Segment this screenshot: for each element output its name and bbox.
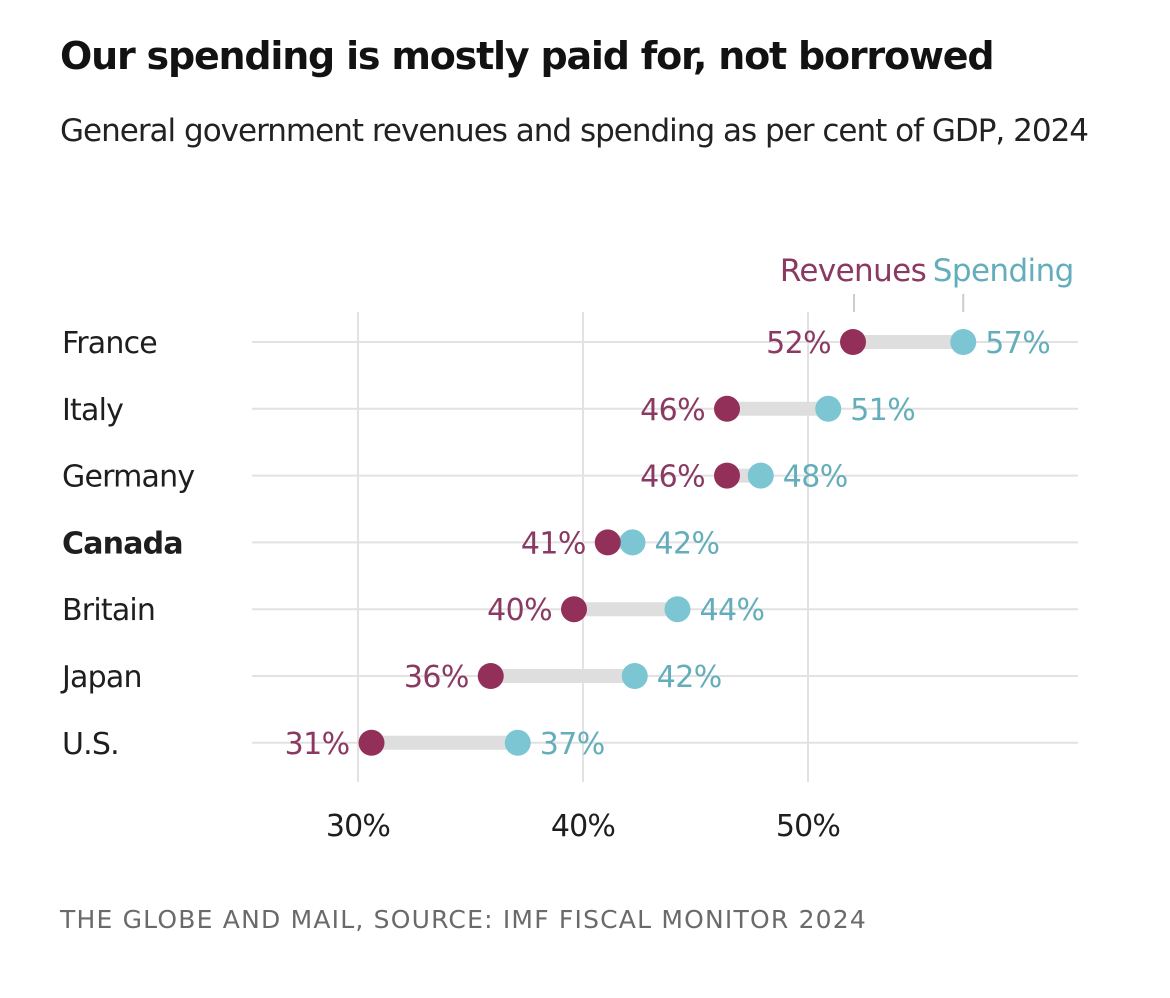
spending-dot bbox=[815, 395, 842, 422]
revenue-value-label: 46% bbox=[640, 393, 705, 428]
chart-title: Our spending is mostly paid for, not bor… bbox=[60, 34, 995, 78]
spending-dot bbox=[621, 663, 648, 689]
dots bbox=[358, 329, 977, 756]
legend: Revenues Spending bbox=[780, 253, 1074, 312]
spending-value-label: 42% bbox=[655, 526, 720, 561]
revenue-value-label: 52% bbox=[766, 326, 831, 361]
revenue-dot bbox=[561, 596, 587, 623]
revenue-dot bbox=[714, 395, 740, 422]
chart-subtitle: General government revenues and spending… bbox=[60, 113, 1089, 149]
spending-dot bbox=[619, 529, 646, 556]
spending-value-label: 42% bbox=[657, 660, 722, 695]
revenue-value-label: 31% bbox=[285, 727, 350, 762]
spending-dot bbox=[950, 329, 977, 355]
x-axis-tick-labels: 30% 40% 50% bbox=[326, 809, 841, 844]
revenue-dot bbox=[358, 729, 385, 756]
category-label: U.S. bbox=[62, 727, 119, 762]
revenue-value-label: 40% bbox=[487, 593, 552, 628]
vertical-gridlines bbox=[357, 312, 809, 782]
spending-value-label: 51% bbox=[850, 393, 915, 428]
category-label: France bbox=[62, 326, 157, 361]
category-label: Italy bbox=[62, 393, 123, 428]
spending-value-label: 48% bbox=[783, 460, 848, 495]
category-label: Japan bbox=[60, 660, 142, 695]
revenue-dot bbox=[477, 663, 504, 689]
revenue-dot bbox=[594, 529, 621, 556]
category-label: Germany bbox=[62, 460, 194, 495]
x-tick-label: 30% bbox=[326, 809, 390, 844]
category-labels: France Italy Germany Canada Britain Japan U.S. bbox=[60, 326, 195, 762]
legend-spending: Spending bbox=[933, 253, 1074, 289]
value-labels: 52% 57% 46% 51% 46% 48% 41% 42% 40% 44% 36% 42% 31% 3… bbox=[285, 326, 1051, 762]
spending-value-label: 57% bbox=[985, 326, 1050, 361]
revenue-value-label: 46% bbox=[640, 460, 705, 495]
spending-dot bbox=[504, 729, 531, 756]
category-label: Britain bbox=[62, 593, 155, 628]
revenue-dot bbox=[840, 329, 866, 355]
x-tick-label: 50% bbox=[776, 809, 840, 844]
category-label: Canada bbox=[62, 526, 183, 561]
spending-value-label: 37% bbox=[540, 727, 605, 762]
spending-value-label: 44% bbox=[700, 593, 765, 628]
revenue-dot bbox=[714, 462, 740, 489]
spending-dot bbox=[664, 596, 691, 623]
source-note: THE GLOBE AND MAIL, SOURCE: IMF FISCAL M… bbox=[60, 905, 867, 934]
revenue-value-label: 36% bbox=[404, 660, 469, 695]
legend-revenues: Revenues bbox=[780, 253, 926, 289]
revenue-value-label: 41% bbox=[521, 526, 586, 561]
x-tick-label: 40% bbox=[551, 809, 615, 844]
spending-dot bbox=[747, 462, 774, 489]
